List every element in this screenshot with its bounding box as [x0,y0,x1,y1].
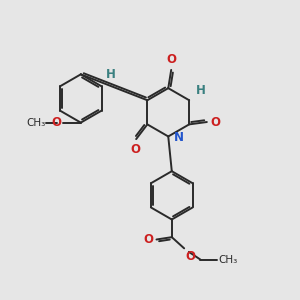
Text: H: H [106,68,116,81]
Text: O: O [143,233,153,246]
Text: CH₃: CH₃ [26,118,45,128]
Text: O: O [51,116,62,129]
Text: N: N [174,131,184,144]
Text: H: H [196,84,206,97]
Text: O: O [210,116,220,128]
Text: CH₃: CH₃ [218,254,237,265]
Text: O: O [166,53,176,66]
Text: O: O [130,143,140,156]
Text: O: O [185,250,195,262]
